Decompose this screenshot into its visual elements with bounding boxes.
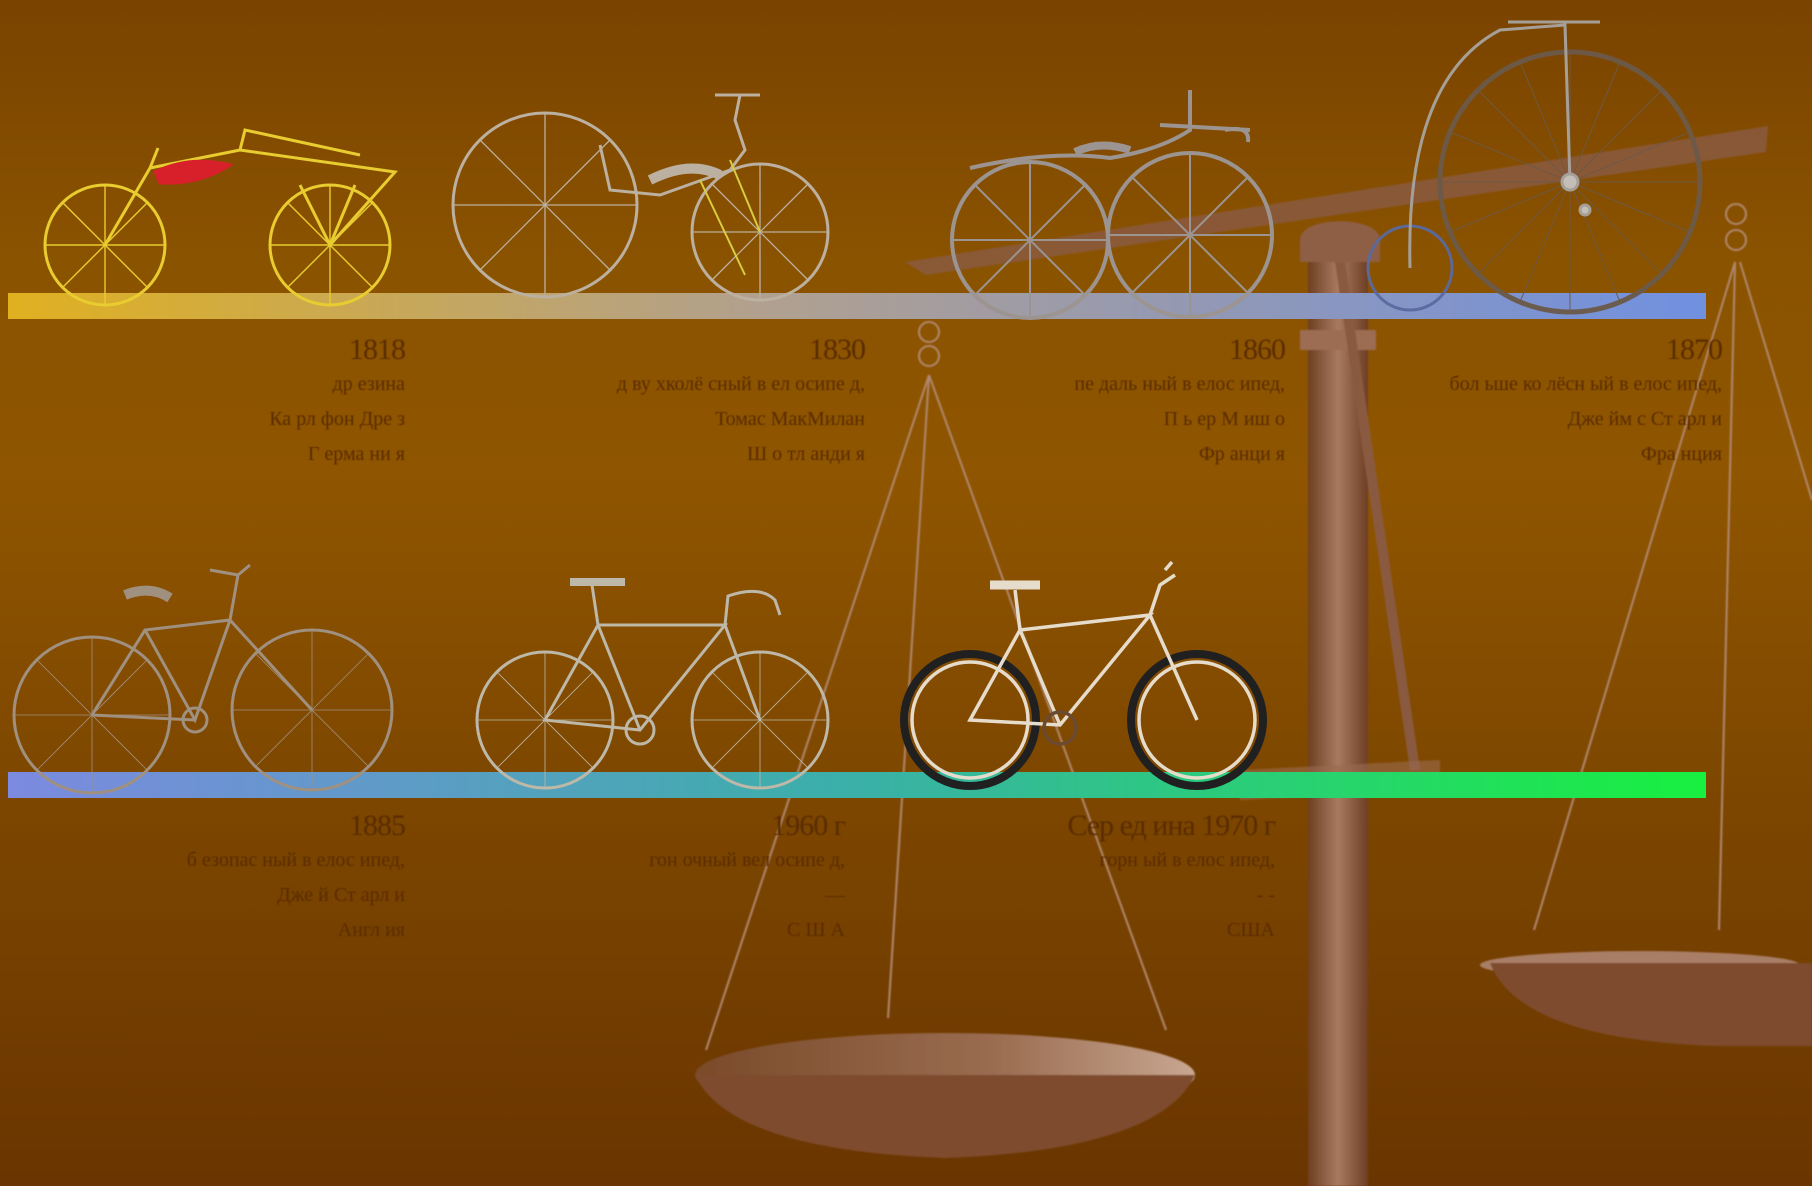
caption-line: США (1227, 919, 1275, 941)
caption-line: гон очный вел осипе д, (649, 849, 845, 871)
penny-farthing-icon (1366, 20, 1703, 315)
caption-line: Фр анци я (1199, 443, 1285, 465)
caption-line: горн ый в елос ипед, (1099, 849, 1275, 871)
caption-line: — (825, 884, 845, 906)
caption-line: Томас МакМилан (714, 408, 865, 430)
scale-beam (905, 126, 1768, 275)
balance-scale (695, 126, 1812, 1186)
caption-1870: 1870 бол ьше ко лёсн ый в елос ипед, Дже… (1380, 332, 1723, 472)
year-label: 1830 (809, 333, 866, 366)
caption-line: Дже й Ст арл и (277, 884, 405, 906)
year-label: Сер ед ина 1970 г (1067, 809, 1276, 842)
caption-line: бол ьше ко лёсн ый в елос ипед, (1449, 373, 1722, 395)
caption-1885: 1885 б езопас ный в елос ипед, Дже й Ст … (100, 808, 406, 948)
caption-line: пе даль ный в елос ипед, (1074, 373, 1285, 395)
caption-line: д ву хколё сный в ел осипе д, (616, 373, 865, 395)
draisine-icon (43, 128, 398, 307)
year-label: 1960 г (771, 809, 846, 842)
caption-line: Фра нция (1641, 443, 1722, 465)
year-label: 1818 (349, 333, 406, 366)
caption-1860: 1860 пе даль ный в елос ипед, П ь ер М и… (990, 332, 1286, 472)
timeline-bar-bottom (8, 772, 1706, 798)
year-label: 1870 (1666, 333, 1723, 366)
caption-line: Дже йм с Ст арл и (1567, 408, 1722, 430)
timeline-bar-top (8, 293, 1706, 319)
caption-line: П ь ер М иш о (1163, 408, 1285, 430)
caption-line: С Ш А (787, 919, 845, 941)
caption-line: - - (1256, 884, 1275, 906)
road-bike-icon (475, 578, 830, 790)
caption-line: Ш о тл анди я (746, 443, 865, 465)
caption-line: Ка рл фон Дре з (269, 408, 405, 430)
mountain-bike-icon (900, 560, 1267, 790)
safety-bicycle-icon (12, 563, 394, 795)
caption-line: Г ерма ни я (307, 443, 405, 465)
rear-drive-velocipede-icon (451, 93, 830, 302)
caption-line: др езина (332, 373, 405, 395)
year-label: 1885 (349, 809, 406, 842)
caption-1960: 1960 г гон очный вел осипе д, — С Ш А (560, 808, 846, 948)
caption-line: Англ ия (337, 919, 405, 941)
caption-1818: 1818 др езина Ка рл фон Дре з Г ерма ни … (120, 332, 406, 472)
caption-line: б езопас ный в елос ипед, (186, 849, 405, 871)
pedal-velocipede-icon (950, 90, 1274, 320)
caption-1830: 1830 д ву хколё сный в ел осипе д, Томас… (520, 332, 866, 472)
caption-1970: Сер ед ина 1970 г горн ый в елос ипед, -… (960, 808, 1276, 948)
year-label: 1860 (1229, 333, 1286, 366)
